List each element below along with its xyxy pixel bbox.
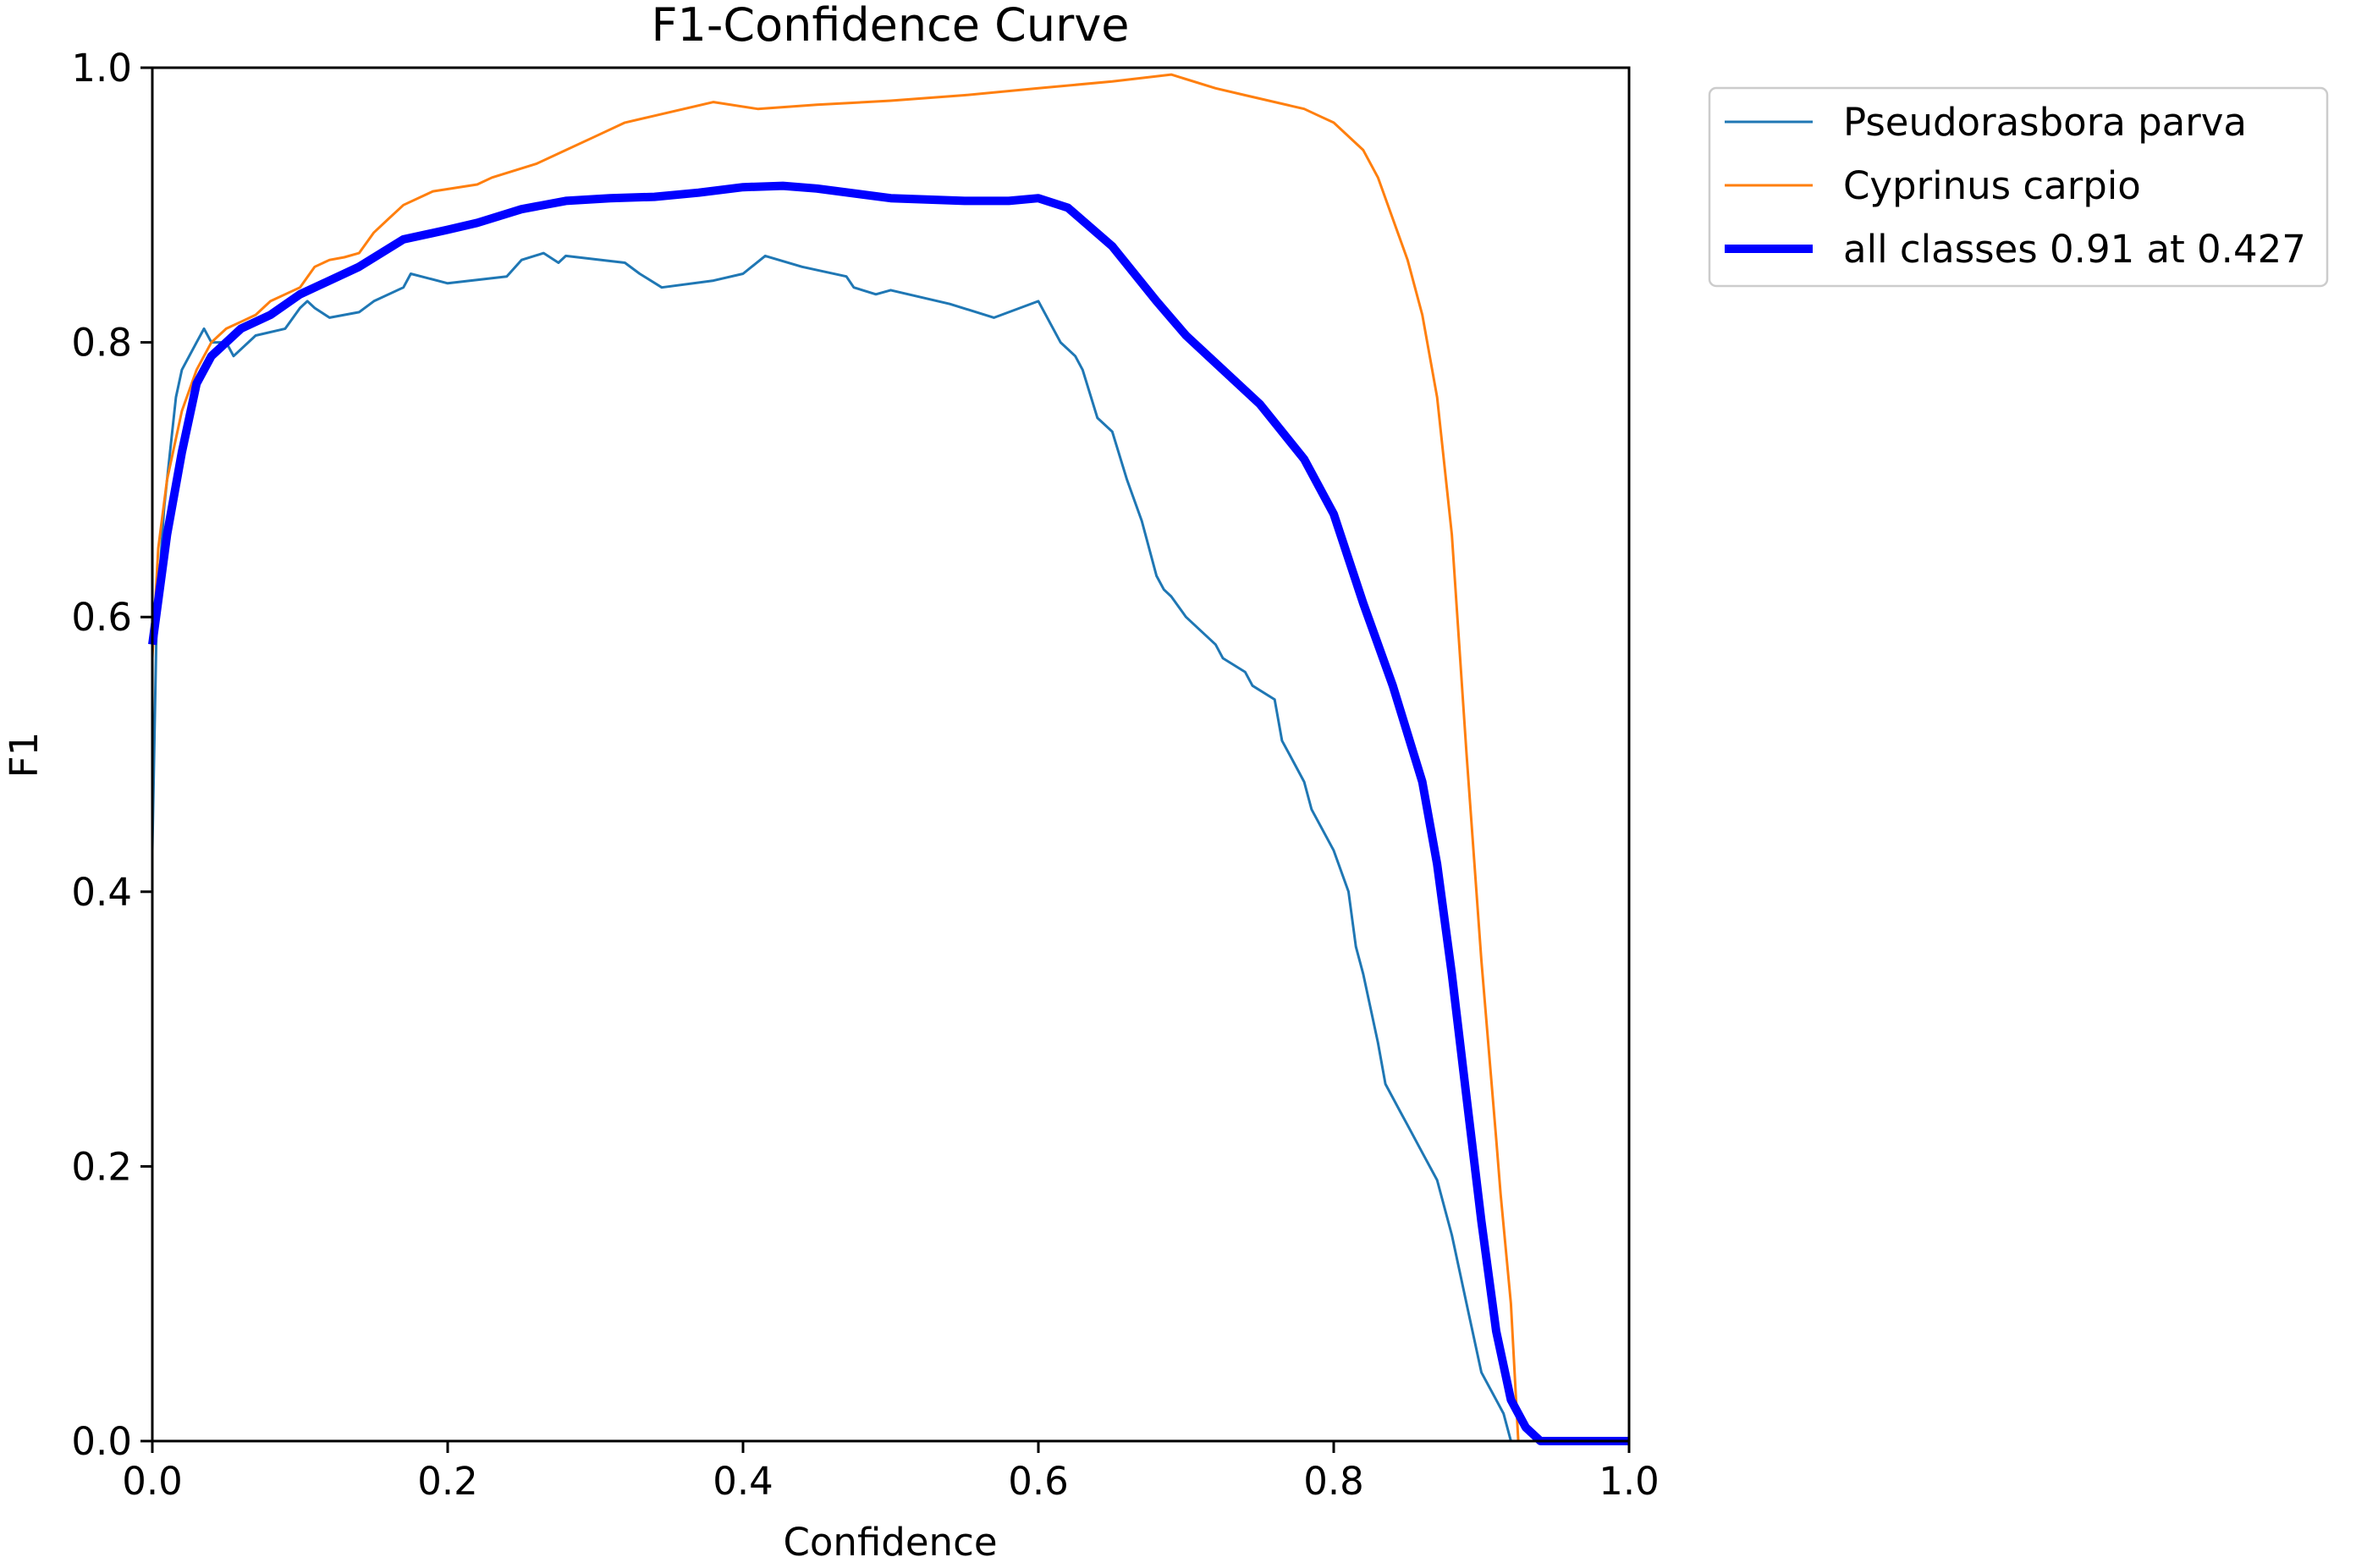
y-tick-label: 0.8 [71, 321, 132, 366]
y-tick-label: 0.6 [71, 595, 132, 640]
chart-title: F1-Confidence Curve [652, 0, 1130, 52]
x-tick-label: 0.0 [122, 1459, 183, 1504]
x-axis-label: Confidence [783, 1520, 997, 1565]
legend-label-3: all classes 0.91 at 0.427 [1843, 227, 2306, 272]
legend-label-2: Cyprinus carpio [1843, 163, 2141, 208]
x-tick-label: 0.4 [713, 1459, 773, 1504]
y-tick-label: 0.2 [71, 1144, 132, 1189]
series-line-3 [148, 181, 1629, 1445]
legend-frame [1708, 86, 2329, 288]
legend: Pseudorasbora parva Cyprinus carpio all cl… [1708, 86, 2329, 288]
x-axis: 0.0 0.2 0.4 0.6 0.8 1.0 [122, 1441, 1660, 1504]
x-tick-label: 0.2 [417, 1459, 478, 1504]
y-axis-label: F1 [2, 732, 47, 778]
y-tick-label: 1.0 [71, 46, 132, 91]
legend-label-1: Pseudorasbora parva [1843, 100, 2247, 145]
y-tick-label: 0.4 [71, 870, 132, 915]
series-line-2 [151, 73, 1629, 1443]
legend-items: Pseudorasbora parva Cyprinus carpio all cl… [1725, 100, 2306, 272]
x-tick-label: 1.0 [1599, 1459, 1660, 1504]
y-tick-label: 0.0 [71, 1419, 132, 1464]
series-line-1 [151, 251, 1629, 1443]
plot-frame [151, 66, 1631, 1443]
x-tick-label: 0.6 [1008, 1459, 1069, 1504]
series-layer [148, 73, 1629, 1445]
y-axis: 0.0 0.2 0.4 0.6 0.8 1.0 [71, 46, 152, 1464]
x-tick-label: 0.8 [1303, 1459, 1364, 1504]
